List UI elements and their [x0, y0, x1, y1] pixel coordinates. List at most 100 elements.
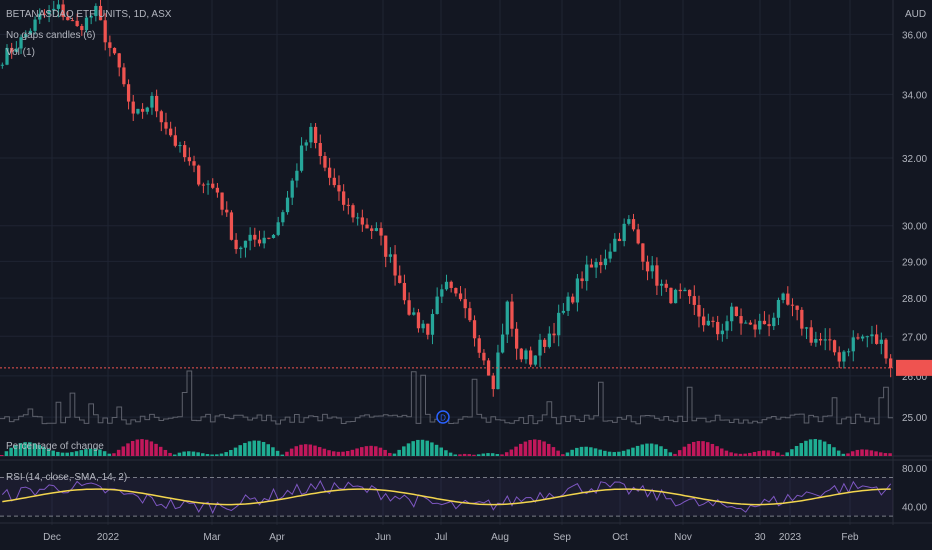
pct-bar [514, 446, 518, 456]
event-marker[interactable]: D [436, 410, 450, 424]
pct-bar [341, 451, 345, 456]
candle [374, 222, 379, 232]
candle [702, 308, 706, 332]
candle [299, 137, 304, 173]
symbol-title[interactable]: BETANASDAQ ETF UNITS, 1D, ASX [6, 9, 172, 20]
candle [98, 0, 103, 21]
candle-body [463, 299, 467, 309]
candle-body [299, 145, 304, 171]
rsi-label[interactable]: RSI (14, close, SMA, 14, 2) [6, 472, 128, 483]
price-axis[interactable]: 36.00 34.00 32.00 30.00 29.00 28.00 27.00 26.00… [896, 30, 932, 514]
candle-body [585, 264, 589, 282]
rsi-tick-label: 40.00 [902, 503, 927, 514]
candle [678, 283, 682, 299]
indicator-volume[interactable]: Vol (1) [6, 47, 35, 58]
candle [393, 245, 397, 286]
price-tick-label: 25.00 [902, 413, 927, 424]
time-tick-label: Apr [269, 532, 285, 543]
pct-bar [243, 442, 247, 456]
candle-body [720, 330, 724, 335]
candle-body [178, 145, 182, 147]
pct-bar [402, 446, 406, 456]
pct-bar [149, 441, 154, 456]
candle [687, 289, 692, 304]
candle [557, 304, 561, 347]
candle-body [229, 212, 234, 240]
pct-bar [219, 453, 224, 456]
pct-bar [444, 450, 448, 456]
candle-body [220, 192, 224, 210]
pct-bar [196, 452, 200, 456]
pct-bar [182, 451, 186, 456]
candle [24, 30, 28, 41]
candle-body [285, 197, 290, 213]
candle [206, 180, 210, 195]
candle-body [393, 254, 397, 276]
rsi-ma-line [2, 488, 891, 506]
pct-bar [453, 454, 458, 456]
pct-change-label[interactable]: Percentage of change [6, 441, 104, 452]
candle-body [140, 108, 145, 112]
candle-body [664, 283, 668, 288]
candle-body [47, 10, 51, 15]
pct-bar [448, 452, 453, 456]
candle [786, 286, 790, 306]
pct-bar [757, 451, 761, 456]
rsi-line [1, 479, 892, 515]
indicator-no-gaps-candles[interactable]: No gaps candles (6) [6, 30, 96, 41]
last-price-box [896, 359, 932, 376]
pct-bar [168, 452, 172, 456]
pct-bar [425, 440, 429, 456]
pct-bar [799, 443, 803, 456]
candle [276, 216, 280, 237]
candle-body [519, 348, 523, 360]
candle-body [388, 254, 393, 257]
candle [865, 335, 869, 348]
candle [472, 315, 477, 347]
candle-body [860, 336, 865, 339]
candle [720, 323, 724, 342]
candle-body [70, 20, 75, 22]
candle [225, 201, 229, 217]
pct-bar [364, 446, 369, 456]
candle [846, 348, 851, 357]
time-tick-label: Nov [674, 532, 692, 543]
time-axis[interactable]: Dec 2022 Mar Apr Jun Jul Aug Sep Oct Nov 30 2023 Feb [43, 532, 859, 543]
pct-bar [65, 452, 69, 456]
pct-bar [257, 440, 261, 456]
pct-bar [850, 451, 855, 456]
candle [384, 235, 388, 268]
candle [103, 13, 107, 51]
candle [842, 350, 846, 369]
pct-bar [691, 441, 696, 456]
candle-body [716, 321, 720, 335]
candle [585, 255, 589, 291]
pct-bar [832, 447, 836, 456]
time-tick-label: Mar [203, 532, 221, 543]
pct-bar [331, 451, 336, 456]
candle-body [837, 352, 841, 362]
candle [739, 308, 743, 335]
candle-body [538, 339, 542, 356]
candle-body [304, 142, 308, 146]
pct-bar [561, 454, 565, 456]
candle [725, 315, 729, 340]
candle-body [421, 323, 425, 329]
pct-bar [74, 451, 79, 456]
pct-bar [224, 452, 228, 456]
pct-bar [51, 450, 55, 456]
candle-body [360, 217, 364, 225]
candle-body [384, 235, 388, 257]
pct-bar [780, 454, 785, 456]
pct-bar [317, 447, 322, 456]
candle [772, 312, 776, 331]
candlesticks [0, 0, 893, 397]
candle-body [365, 224, 369, 229]
candle [262, 230, 266, 249]
candle [776, 297, 781, 326]
candle-body [440, 289, 444, 297]
pct-bar [860, 449, 864, 456]
pct-bar [878, 452, 883, 456]
pct-bar [537, 439, 542, 456]
